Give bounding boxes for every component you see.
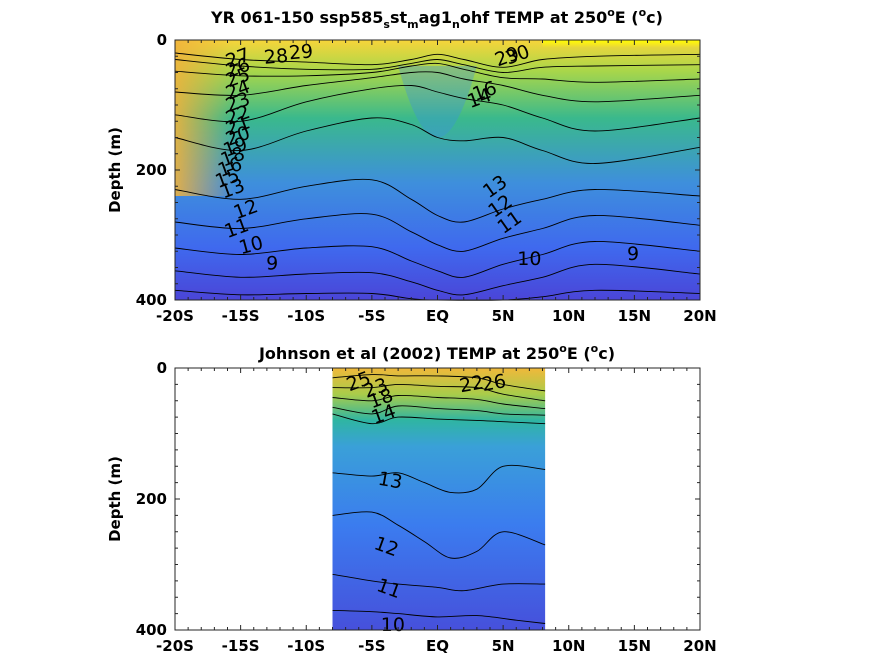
y-axis: 0 200 400 Depth (m)	[106, 31, 700, 309]
y-axis-label: Depth (m)	[106, 456, 124, 542]
contour-line	[174, 84, 701, 132]
x-tick-label: 5N	[492, 637, 515, 655]
title-fragment: s	[383, 18, 390, 31]
contour-label: 10	[381, 614, 405, 636]
top-panel: 2928272625242322212019181615131211109302…	[106, 6, 717, 325]
y-tick-label: 400	[136, 291, 167, 309]
contour-line	[174, 62, 701, 83]
contour-label: 26	[480, 370, 508, 396]
x-tick-label: -15S	[222, 307, 260, 325]
contour-line	[174, 178, 701, 223]
contour-line	[332, 394, 546, 410]
title-fragment: YR 061-150 ssp585	[210, 8, 383, 27]
title-fragment: c)	[646, 8, 663, 27]
contour-line	[332, 383, 546, 402]
title-fragment: n	[452, 18, 460, 31]
chart-title: YR 061-150 ssp585sstmag1nohf TEMP at 250…	[210, 6, 663, 31]
title-fragment: Johnson et al (2002) TEMP at 250	[258, 344, 559, 363]
contour-line	[174, 241, 701, 278]
y-tick-label: 200	[136, 490, 167, 508]
x-tick-label: 15N	[618, 307, 651, 325]
contour-line	[174, 59, 701, 73]
x-tick-label: 5N	[492, 307, 515, 325]
contour-line	[332, 413, 546, 425]
contour-line	[174, 213, 701, 252]
title-fragment: c)	[598, 344, 615, 363]
surface-warm-fill	[542, 40, 700, 48]
contour-line	[174, 117, 701, 164]
x-tick-label: 10N	[552, 637, 585, 655]
title-fragment: o	[639, 6, 647, 19]
filled-field	[332, 368, 546, 630]
filled-field	[175, 40, 700, 300]
x-tick-label: EQ	[426, 637, 449, 655]
contour-line	[332, 573, 546, 592]
contour-line	[174, 263, 701, 296]
x-axis: -20S -15S -10S -5S EQ 5N 10N 15N 20N	[156, 40, 717, 325]
y-tick-label: 400	[136, 621, 167, 639]
title-fragment: m	[407, 18, 418, 31]
chart-title: Johnson et al (2002) TEMP at 250oE (oc)	[258, 342, 615, 363]
x-tick-label: -20S	[156, 307, 194, 325]
y-tick-label: 200	[136, 161, 167, 179]
contour-line	[332, 464, 546, 494]
contour-lines	[332, 374, 546, 624]
temperature-fill	[332, 368, 546, 630]
contour-line	[332, 511, 546, 559]
x-tick-label: 10N	[552, 307, 585, 325]
x-tick-label: 15N	[618, 637, 651, 655]
x-axis: -20S -15S -10S -5S EQ 5N 10N 15N 20N	[156, 368, 717, 655]
y-tick-label: 0	[157, 31, 167, 49]
contour-label: 28	[263, 45, 289, 69]
title-fragment: ag1	[419, 8, 452, 27]
contour-lines	[174, 52, 701, 301]
title-fragment: ohf TEMP at 250	[460, 8, 607, 27]
title-fragment: E (	[615, 8, 639, 27]
contour-label: 13	[376, 468, 404, 494]
x-tick-label: -5S	[358, 637, 385, 655]
x-tick-label: -10S	[287, 307, 325, 325]
title-fragment: o	[591, 342, 599, 355]
x-tick-label: 20N	[683, 637, 716, 655]
contour-line	[174, 71, 701, 103]
contour-label: 9	[627, 243, 639, 265]
title-fragment: o	[607, 6, 615, 19]
y-tick-label: 0	[157, 359, 167, 377]
contour-line	[332, 405, 546, 416]
title-fragment: st	[390, 8, 408, 27]
contour-label: 29	[288, 40, 314, 64]
cold-tongue-fill	[398, 66, 477, 138]
contour-label: 9	[266, 253, 278, 275]
y-axis: 0 200 400 Depth (m)	[106, 359, 700, 639]
contour-line	[332, 609, 546, 624]
contour-line	[332, 374, 546, 392]
x-tick-label: -20S	[156, 637, 194, 655]
contour-line	[174, 52, 701, 68]
x-tick-label: -10S	[287, 637, 325, 655]
y-axis-label: Depth (m)	[106, 127, 124, 213]
title-fragment: E (	[567, 344, 591, 363]
title-fragment: o	[559, 342, 567, 355]
contour-label: 22	[458, 371, 486, 397]
x-tick-label: -5S	[358, 307, 385, 325]
contour-label: 10	[517, 248, 541, 270]
x-tick-label: 20N	[683, 307, 716, 325]
x-tick-label: EQ	[426, 307, 449, 325]
x-tick-label: -15S	[222, 637, 260, 655]
